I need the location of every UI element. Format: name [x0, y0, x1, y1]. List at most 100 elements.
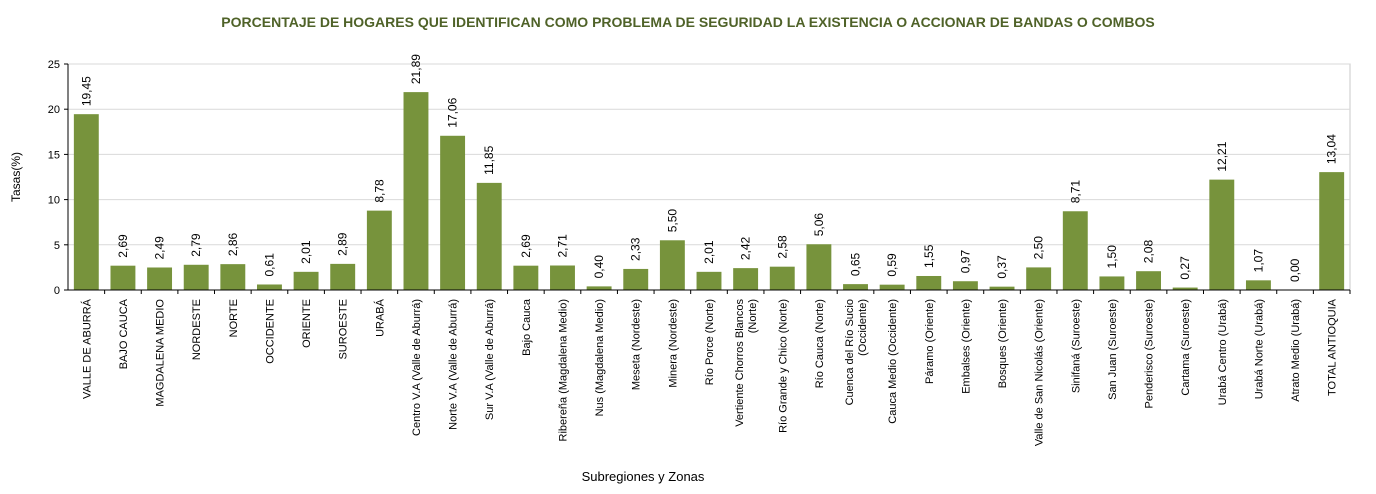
x-tick-label: Ribereña (Magdalena Medio) — [557, 299, 569, 441]
y-tick-label: 10 — [48, 195, 60, 207]
data-label: 5,06 — [812, 213, 826, 237]
data-label: 17,06 — [446, 97, 460, 127]
bar — [843, 284, 868, 290]
data-label: 1,50 — [1105, 245, 1119, 269]
data-label: 2,01 — [299, 240, 313, 264]
bar — [220, 264, 246, 290]
bar — [1099, 276, 1125, 290]
x-tick-label: Río Cauca (Norte) — [814, 299, 826, 388]
x-tick-label: Sur V.A (Valle de Aburrá) — [484, 299, 496, 420]
x-tick-label: Urabá Centro (Urabá) — [1217, 299, 1229, 405]
data-label: 1,07 — [1251, 249, 1265, 273]
bar — [293, 271, 319, 290]
data-label: 0,97 — [958, 250, 972, 274]
bar — [952, 281, 978, 290]
x-tick-label: Cauca Medio (Occidente) — [887, 299, 899, 424]
x-tick-label: URABÁ — [373, 298, 386, 337]
data-label: 8,71 — [1068, 180, 1082, 204]
data-label: 0,00 — [1288, 258, 1302, 282]
x-tick-label: OCCIDENTE — [264, 299, 276, 364]
x-axis-label: Subregiones y Zonas — [582, 469, 705, 484]
data-label: 0,59 — [885, 253, 899, 277]
y-axis: 0 5 10 15 20 25 — [48, 59, 69, 297]
bar — [73, 114, 99, 290]
data-label: 2,33 — [629, 237, 643, 261]
bar — [1209, 179, 1235, 290]
x-axis: VALLE DE ABURRÁ BAJO CAUCA MAGDALENA MEDIO… — [68, 289, 1351, 446]
x-tick-label: Páramo (Oriente) — [924, 299, 936, 384]
data-label: 0,37 — [995, 255, 1009, 279]
bar — [1062, 211, 1088, 290]
bar — [366, 210, 392, 290]
bar — [1136, 271, 1161, 290]
bar — [879, 284, 905, 290]
x-tick-label: NORTE — [228, 299, 240, 337]
data-label: 2,49 — [153, 236, 167, 260]
x-tick-label: Embalses (Oriente) — [960, 299, 972, 394]
y-tick-label: 20 — [48, 104, 60, 116]
x-tick-label: Penderisco (Suroeste) — [1144, 299, 1156, 408]
bar — [733, 268, 759, 290]
bar — [147, 267, 173, 290]
bar — [513, 265, 539, 290]
x-tick-label: VALLE DE ABURRÁ — [80, 298, 93, 399]
x-tick-label: MAGDALENA MEDIO — [155, 299, 167, 407]
data-label: 2,42 — [739, 236, 753, 260]
data-label: 2,89 — [336, 232, 350, 256]
data-label: 2,69 — [116, 234, 130, 258]
bar — [659, 240, 685, 290]
data-label: 2,50 — [1032, 236, 1046, 260]
data-label: 13,04 — [1325, 134, 1339, 164]
x-tick-label: BAJO CAUCA — [118, 298, 130, 369]
bar — [769, 266, 795, 290]
data-label: 11,85 — [482, 145, 496, 174]
y-tick-label: 0 — [54, 285, 60, 297]
bar — [476, 182, 502, 290]
data-label: 2,01 — [702, 240, 716, 264]
bar — [989, 286, 1015, 290]
bar — [183, 264, 209, 290]
x-tick-label: Nus (Magdalena Medio) — [594, 299, 606, 416]
x-tick-label: Vertiente Chorros Blancos — [734, 299, 746, 427]
bar — [110, 265, 136, 290]
bar — [696, 271, 722, 290]
bar — [550, 265, 575, 290]
bar — [586, 286, 612, 290]
data-label: 2,86 — [226, 232, 240, 256]
gridlines — [67, 63, 1351, 291]
bar — [1172, 287, 1198, 290]
x-tick-label: Bosques (Oriente) — [997, 299, 1009, 388]
x-tick-label: Cuenca del Río Sucio — [844, 299, 856, 405]
data-label: 5,50 — [665, 209, 679, 233]
chart-title: PORCENTAJE DE HOGARES QUE IDENTIFICAN CO… — [221, 14, 1155, 30]
data-label: 0,40 — [592, 255, 606, 279]
x-tick-label: Minera (Nordeste) — [667, 299, 679, 388]
x-tick-label: ORIENTE — [301, 299, 313, 348]
x-tick-label: (Norte) — [747, 299, 759, 333]
x-tick-label: TOTAL ANTIOQUIA — [1327, 298, 1339, 396]
x-tick-label: Valle de San Nicolás (Oriente) — [1034, 299, 1046, 446]
x-tick-label: Bajo Cauca — [521, 298, 533, 356]
data-label: 2,58 — [775, 235, 789, 259]
x-tick-label: Atrato Medio (Urabá) — [1290, 299, 1302, 402]
data-label: 8,78 — [372, 179, 386, 203]
x-tick-label: Cartama (Suroeste) — [1180, 299, 1192, 396]
bars: 19,45 2,69 2,49 2,79 2,86 0,61 2,01 2,89 8,78 21,… — [73, 54, 1345, 290]
bar — [403, 92, 429, 290]
data-label: 2,69 — [519, 234, 533, 258]
y-tick-label: 15 — [48, 149, 60, 161]
y-tick-label: 25 — [48, 59, 60, 71]
bar — [330, 263, 356, 290]
data-label: 19,45 — [79, 76, 93, 106]
data-label: 21,89 — [409, 54, 423, 84]
bar — [916, 275, 942, 290]
data-label: 2,71 — [555, 234, 569, 258]
y-tick-label: 5 — [54, 240, 60, 252]
x-tick-label: San Juan (Suroeste) — [1107, 299, 1119, 400]
x-tick-label: Sinifaná (Suroeste) — [1070, 299, 1082, 393]
bar — [1245, 280, 1271, 290]
data-label: 0,61 — [262, 253, 276, 277]
x-tick-label: NORDESTE — [191, 299, 203, 360]
data-label: 0,27 — [1178, 256, 1192, 280]
x-tick-label: (Occidente) — [857, 299, 869, 356]
